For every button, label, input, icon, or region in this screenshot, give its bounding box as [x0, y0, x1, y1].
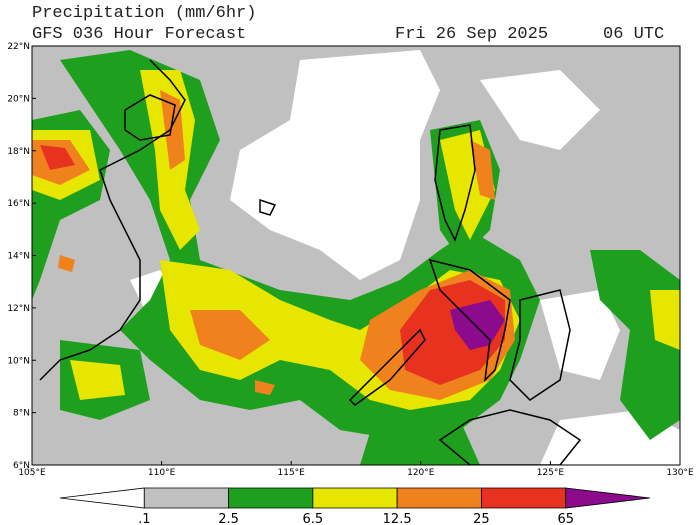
colorbar-segment — [312, 487, 398, 509]
lat-label: 22°N — [7, 42, 30, 52]
colorbar-label: 2.5 — [218, 512, 239, 525]
lon-label: 130°E — [666, 468, 694, 478]
colorbar-segment — [565, 487, 651, 509]
colorbar-segment — [143, 487, 229, 509]
colorbar-label: 25 — [473, 512, 490, 525]
time: 06 UTC — [603, 25, 664, 44]
lon-label: 110°E — [148, 468, 176, 478]
lon-label: 115°E — [278, 468, 306, 478]
lat-label: 12°N — [7, 304, 30, 314]
lat-label: 6°N — [13, 461, 30, 471]
colorbar-segment — [228, 487, 314, 509]
lat-label: 20°N — [7, 94, 30, 104]
lon-label: 125°E — [537, 468, 565, 478]
lat-label: 16°N — [7, 199, 30, 209]
colorbar-label: 65 — [557, 512, 574, 525]
lat-label: 10°N — [7, 356, 30, 366]
colorbar-segment — [481, 487, 567, 509]
lat-label: 18°N — [7, 147, 30, 157]
colorbar-segment — [396, 487, 482, 509]
colorbar-label: 12.5 — [383, 512, 412, 525]
date: Fri 26 Sep 2025 — [395, 25, 548, 44]
lat-label: 8°N — [13, 409, 30, 419]
lon-label: 105°E — [18, 468, 46, 478]
lat-label: 14°N — [7, 252, 30, 262]
colorbar-label: .1 — [138, 512, 150, 525]
lon-label: 120°E — [407, 468, 435, 478]
title: Precipitation (mm/6hr) — [32, 4, 256, 23]
subtitle: GFS 036 Hour Forecast — [32, 25, 246, 44]
colorbar-label: 6.5 — [303, 512, 324, 525]
colorbar-segment — [59, 487, 145, 509]
precip-field — [32, 46, 680, 465]
